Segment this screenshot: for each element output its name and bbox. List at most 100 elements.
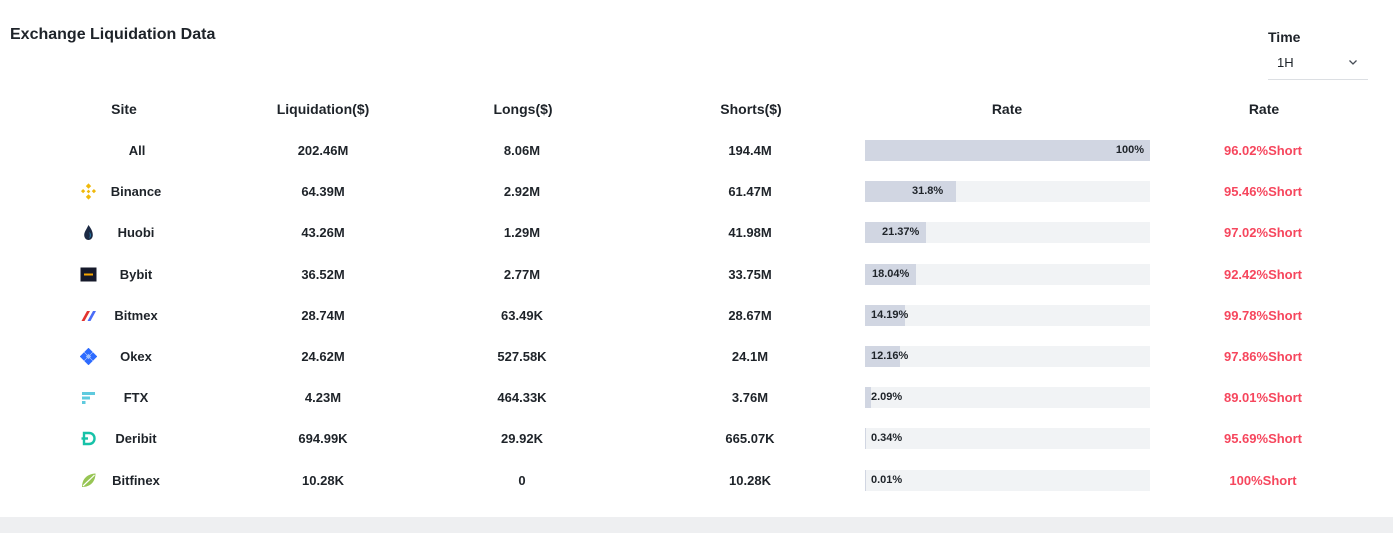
shorts-value: 61.47M [728,184,772,200]
column-header-shorts: Shorts($) [720,101,782,117]
rate-bar: 0.01% [865,469,1150,491]
rate-bar-label: 100% [1115,144,1144,156]
rate-bar-label: 0.01% [871,473,903,486]
rate-bar-fill [865,346,900,367]
ftx-icon [80,389,97,406]
rate-bar: 31.8% [865,181,1150,203]
binance-icon [80,183,97,200]
site-name: Binance [110,184,162,200]
rate-bar-fill [865,181,956,203]
short-rate-value: 97.86%Short [1223,349,1303,364]
column-header-site: Site [111,101,137,117]
time-select[interactable]: 1H [1268,50,1368,80]
longs-value: 527.58K [497,349,547,364]
rate-bar-label: 18.04% [872,267,910,280]
short-rate-value: 89.01%Short [1223,390,1303,406]
rate-bar: 100% [865,140,1150,161]
shorts-value: 41.98M [728,225,772,241]
okex-icon [79,347,98,366]
rate-bar-fill [865,387,871,409]
time-filter-label: Time [1268,29,1301,45]
rate-bar: 21.37% [865,222,1150,244]
site-name: All [128,143,146,158]
site-name: Okex [120,349,152,364]
liquidation-value: 28.74M [301,307,345,323]
footer-divider [0,517,1393,533]
liquidation-value: 4.23M [304,390,342,406]
page-title: Exchange Liquidation Data [10,26,216,43]
rate-bar-fill [865,469,866,491]
rate-bar-fill [865,222,926,244]
table-row: Bitfinex 10.28K 0 10.28K 0.01% 100%Short [0,460,1393,501]
column-header-short-rate: Rate [1248,101,1280,117]
rate-bar-label: 14.19% [871,308,909,321]
rate-bar: 2.09% [865,387,1150,409]
short-rate-value: 96.02%Short [1223,143,1303,158]
table-row: Bybit 36.52M 2.77M 33.75M 18.04% 92.42%Shor… [0,254,1393,295]
longs-value: 1.29M [503,225,541,241]
short-rate-value: 97.02%Short [1223,225,1303,241]
longs-value: 29.92K [501,431,543,447]
column-header-rate-bar: Rate [991,101,1023,117]
longs-value: 0 [518,472,526,488]
short-rate-value: 100%Short [1229,472,1297,488]
site-name: Huobi [117,225,155,241]
short-rate-value: 95.69%Short [1223,431,1303,447]
rate-bar-label: 2.09% [871,391,903,404]
chevron-down-icon [1349,60,1357,65]
site-name: FTX [123,390,149,406]
deribit-icon [80,430,97,447]
longs-value: 63.49K [501,307,543,323]
shorts-value: 28.67M [728,307,772,323]
shorts-value: 3.76M [731,390,769,406]
liquidation-value: 64.39M [301,184,345,200]
short-rate-value: 99.78%Short [1223,307,1303,323]
shorts-value: 10.28K [729,472,771,488]
site-name: Bitfinex [112,472,160,488]
rate-bar-fill [865,428,866,450]
rate-bar-fill [865,304,905,326]
table-row: All 202.46M 8.06M 194.4M 100% 96.02%Short [0,130,1393,171]
site-name: Bitmex [114,307,158,323]
rate-bar-label: 12.16% [871,350,909,362]
rate-bar: 14.19% [865,304,1150,326]
shorts-value: 24.1M [731,349,769,364]
huobi-icon [80,224,97,241]
shorts-value: 33.75M [728,266,772,282]
table-row: Deribit 694.99K 29.92K 665.07K 0.34% 95.69%… [0,418,1393,459]
table-row: Huobi 43.26M 1.29M 41.98M 21.37% 97.02%Shor… [0,212,1393,253]
bitmex-icon [80,307,97,324]
rate-bar-fill [865,263,916,285]
liquidation-value: 202.46M [297,143,349,158]
rate-bar: 12.16% [865,346,1150,367]
liquidation-value: 36.52M [301,266,345,282]
liquidation-value: 24.62M [301,349,345,364]
shorts-value: 194.4M [728,143,772,158]
short-rate-value: 95.46%Short [1223,184,1303,200]
rate-bar-fill [865,140,1150,161]
table-header: Site Liquidation($) Longs($) Shorts($) R… [0,89,1393,130]
rate-bar-label: 0.34% [871,432,903,445]
longs-value: 464.33K [497,390,547,406]
short-rate-value: 92.42%Short [1223,266,1303,282]
rate-bar: 18.04% [865,263,1150,285]
longs-value: 2.92M [503,184,541,200]
longs-value: 2.77M [503,266,541,282]
liquidation-value: 10.28K [302,472,344,488]
longs-value: 8.06M [503,143,541,158]
liquidation-value: 43.26M [301,225,345,241]
table-row: Okex 24.62M 527.58K 24.1M 12.16% 97.86%Shor… [0,336,1393,377]
time-select-value: 1H [1277,55,1294,70]
rate-bar-label: 31.8% [912,185,944,198]
table-row: Binance 64.39M 2.92M 61.47M 31.8% 95.46%Sho… [0,171,1393,212]
table-row: FTX 4.23M 464.33K 3.76M 2.09% 89.01%Short [0,377,1393,418]
shorts-value: 665.07K [725,431,775,447]
bitfinex-icon [80,472,97,489]
site-name: Bybit [119,266,153,282]
site-name: Deribit [115,431,157,447]
column-header-longs: Longs($) [493,101,553,117]
rate-bar-label: 21.37% [882,226,920,239]
column-header-liquidation: Liquidation($) [276,101,370,117]
liquidation-value: 694.99K [298,431,348,447]
table-row: Bitmex 28.74M 63.49K 28.67M 14.19% 99.78%Sh… [0,295,1393,336]
